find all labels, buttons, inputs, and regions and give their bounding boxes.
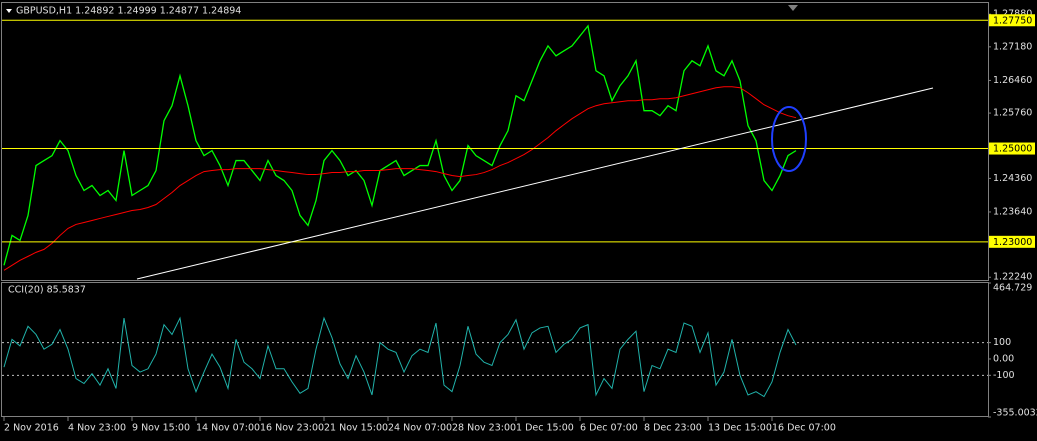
y-tick-label: -355.0032	[993, 408, 1037, 419]
x-tick-label: 16 Dec 07:00	[772, 423, 836, 434]
x-tick-label: 28 Nov 23:00	[452, 423, 516, 434]
x-tick-label: 4 Nov 23:00	[68, 423, 126, 434]
y-tick-label: -100	[993, 370, 1015, 381]
trend-line	[136, 87, 934, 280]
y-tick-label: 1.22240	[993, 272, 1032, 283]
series-line	[3, 316, 797, 398]
cci-title: CCI(20) 85.5837	[8, 285, 86, 296]
cci-panel-frame	[1, 282, 989, 417]
y-tick-label: 0.00	[993, 353, 1014, 364]
y-tick-label: 1.24360	[993, 173, 1032, 184]
y-tick-label: 1.23640	[993, 206, 1032, 217]
y-tick-label: 1.27180	[993, 41, 1032, 52]
y-tick-label: 1.26460	[993, 75, 1032, 86]
x-tick-label: 24 Nov 07:00	[388, 423, 452, 434]
x-tick-label: 14 Nov 07:00	[196, 423, 260, 434]
main-panel-frame	[1, 2, 989, 281]
price-level-label: 1.27750	[993, 15, 1032, 26]
symbol-title: GBPUSD,H1 1.24892 1.24999 1.24877 1.2489…	[16, 6, 241, 17]
price-level-tag	[989, 142, 1035, 155]
y-tick-label: 100	[993, 337, 1011, 348]
menu-arrow	[6, 9, 12, 13]
x-tick-label: 1 Dec 15:00	[516, 423, 574, 434]
price-level-tag	[989, 14, 1035, 27]
x-tick-label: 6 Dec 07:00	[580, 423, 638, 434]
price-level-label: 1.23000	[993, 237, 1032, 248]
x-tick-label: 16 Nov 23:00	[260, 423, 324, 434]
y-tick-label: 464.729	[993, 283, 1032, 294]
highlight-ellipse	[771, 106, 807, 172]
price-level-tag	[989, 235, 1035, 248]
x-tick-label: 21 Nov 15:00	[324, 423, 388, 434]
x-tick-label: 13 Dec 15:00	[708, 423, 772, 434]
x-tick-label: 2 Nov 2016	[4, 423, 59, 434]
price-level-label: 1.25000	[993, 144, 1032, 155]
shift-marker	[788, 5, 798, 11]
x-tick-label: 9 Nov 15:00	[132, 423, 190, 434]
y-tick-label: 1.27880	[993, 9, 1032, 20]
plot-layer: 1.27880 1.27180 1.26460 1.25760 1.24360 1.236…	[2, 9, 1037, 434]
series-line	[3, 24, 797, 266]
x-tick-label: 8 Dec 23:00	[644, 423, 702, 434]
y-tick-label: 1.25760	[993, 108, 1032, 119]
series-line	[3, 86, 797, 271]
